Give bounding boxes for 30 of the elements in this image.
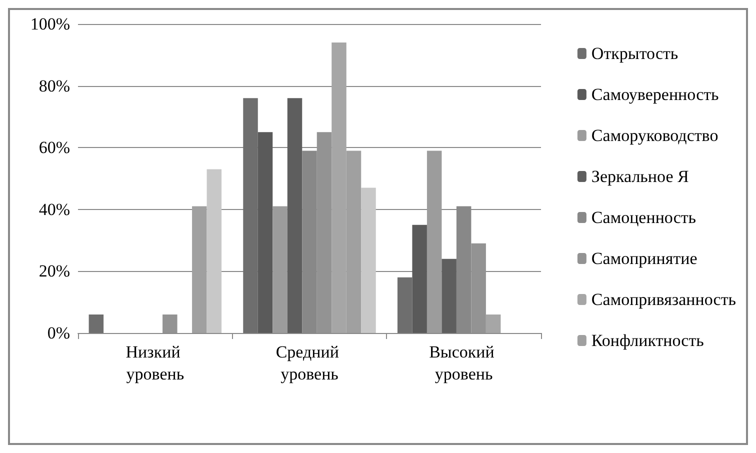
bar (243, 98, 258, 333)
bar (287, 98, 302, 333)
legend-label: Саморуководство (591, 126, 718, 145)
bar (272, 206, 288, 333)
y-tick-label: 60% (38, 138, 70, 158)
bar (426, 150, 442, 333)
y-tick-label: 20% (38, 262, 70, 281)
y-tick-label: 80% (38, 76, 70, 96)
legend-label: Конфликтность (591, 331, 704, 350)
bar (88, 314, 104, 333)
y-tick-label: 100% (30, 14, 70, 34)
legend-label: Открытость (591, 44, 678, 63)
legend-label: Самоценность (591, 208, 696, 227)
bar (442, 258, 456, 333)
bar (397, 277, 412, 333)
legend-label: Самопринятие (591, 249, 698, 268)
legend-label: Самопривязанность (591, 290, 736, 309)
bar (206, 169, 222, 333)
x-tick-label: Низкий уровень (126, 342, 185, 384)
legend-label: Самоуверенность (591, 85, 720, 104)
bar (361, 188, 376, 333)
legend-label: Зеркальное Я (591, 167, 689, 186)
bar (412, 224, 427, 333)
y-tick-label: 40% (38, 200, 70, 219)
x-tick-label: Средний уровень (276, 342, 344, 384)
bar (486, 314, 501, 333)
bar (192, 206, 207, 333)
y-tick-label: 0% (47, 324, 70, 342)
x-tick-label: Высокий уровень (429, 342, 499, 384)
bar (258, 132, 273, 333)
